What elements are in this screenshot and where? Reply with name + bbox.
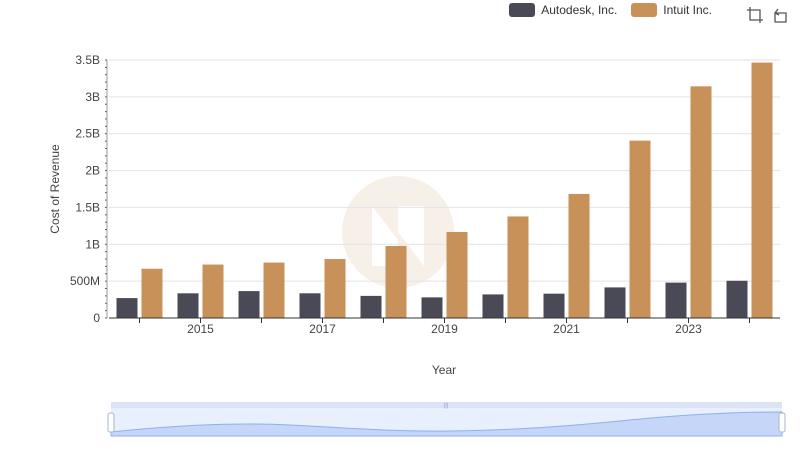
- y-tick-label: 3B: [85, 90, 100, 104]
- crop-zoom-icon[interactable]: [746, 6, 764, 24]
- zoom-slider-right-handle[interactable]: [778, 412, 786, 433]
- legend-swatch-autodesk: [509, 3, 536, 17]
- bar-autodesk: [177, 293, 199, 318]
- bar-intuit: [507, 216, 529, 318]
- legend-label-intuit: Intuit Inc.: [663, 3, 712, 17]
- zoom-reset-icon[interactable]: [772, 6, 790, 24]
- bar-intuit: [385, 245, 407, 318]
- bar-autodesk: [116, 298, 138, 318]
- x-tick-label: 2019: [431, 322, 458, 336]
- zoom-slider-grip[interactable]: |||: [444, 403, 449, 409]
- legend: Autodesk, Inc. Intuit Inc.: [509, 3, 712, 17]
- bar-intuit: [324, 259, 346, 318]
- bar-intuit: [446, 231, 468, 318]
- bar-intuit: [141, 268, 163, 318]
- bar-autodesk: [726, 280, 748, 318]
- bar-autodesk: [299, 293, 321, 318]
- bar-intuit: [263, 262, 285, 318]
- x-tick-label: 2017: [309, 322, 336, 336]
- y-tick-label: 2B: [85, 164, 100, 178]
- bars: [116, 62, 773, 318]
- bar-intuit: [690, 86, 712, 318]
- bar-intuit: [751, 62, 773, 318]
- bar-autodesk: [482, 294, 504, 318]
- bar-intuit: [202, 264, 224, 318]
- axes: 0 500M 1B 1.5B 2B 2.5B 3B 3.5B 2015 2017 2019 2021 2…: [70, 53, 780, 336]
- bar-intuit: [568, 193, 590, 318]
- bar-autodesk: [238, 291, 260, 318]
- bar-autodesk: [421, 297, 443, 318]
- watermark: [342, 176, 454, 288]
- zoom-slider[interactable]: |||: [107, 402, 786, 437]
- bar-autodesk: [543, 293, 565, 318]
- x-tick-label: 2021: [553, 322, 580, 336]
- y-axis-label: Cost of Revenue: [48, 144, 62, 234]
- x-tick-label: 2023: [675, 322, 702, 336]
- legend-item-autodesk[interactable]: Autodesk, Inc.: [509, 3, 617, 17]
- y-tick-label: 1B: [85, 237, 100, 251]
- x-axis-label: Year: [432, 363, 456, 377]
- y-tick-label: 0: [93, 311, 100, 325]
- legend-label-autodesk: Autodesk, Inc.: [541, 3, 618, 17]
- y-tick-label: 1.5B: [75, 200, 100, 214]
- bar-autodesk: [665, 282, 687, 318]
- bar-autodesk: [360, 295, 382, 318]
- zoom-slider-left-handle[interactable]: [107, 412, 115, 433]
- legend-swatch-intuit: [631, 3, 658, 17]
- bar-intuit: [629, 140, 651, 318]
- x-tick-label: 2015: [187, 322, 214, 336]
- y-tick-label: 2.5B: [75, 127, 100, 141]
- bar-autodesk: [604, 287, 626, 318]
- y-tick-label: 3.5B: [75, 53, 100, 67]
- y-tick-label: 500M: [70, 274, 100, 288]
- zoom-slider-preview-area: [110, 411, 783, 437]
- legend-item-intuit[interactable]: Intuit Inc.: [631, 3, 712, 17]
- zoom-slider-top-bar[interactable]: [111, 402, 782, 408]
